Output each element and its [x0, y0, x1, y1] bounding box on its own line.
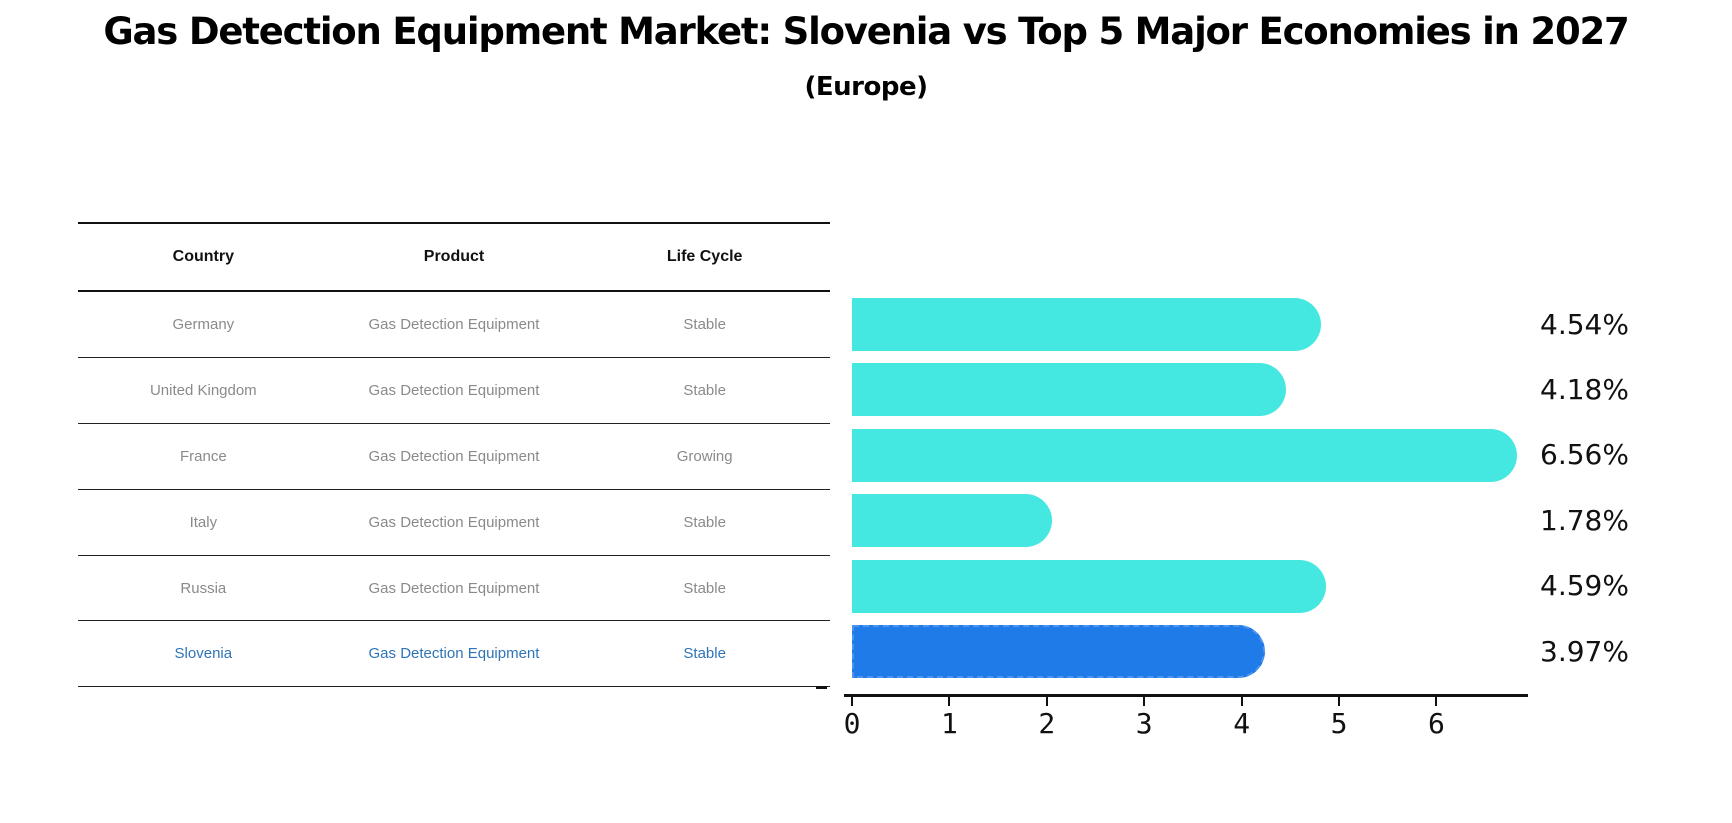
- bar-value-label: 4.18%: [1540, 372, 1629, 406]
- x-axis-line: [844, 694, 1528, 697]
- country-cell: Italy: [189, 513, 218, 531]
- page-title: Gas Detection Equipment Market: Slovenia…: [103, 10, 1629, 53]
- country-cell: Germany: [172, 315, 235, 333]
- product-cell: Gas Detection Equipment: [368, 447, 540, 465]
- life-cycle-cell: Growing: [676, 447, 733, 465]
- table-body: Germany Gas Detection Equipment Stable Unit…: [78, 292, 830, 688]
- life-cycle-cell: Stable: [683, 315, 726, 333]
- table-header-country: Country: [172, 248, 234, 265]
- x-tick-label: 1: [940, 707, 958, 740]
- country-cell: United Kingdom: [149, 381, 257, 399]
- x-tick-label: 0: [843, 707, 861, 740]
- country-cell: Slovenia: [174, 645, 233, 663]
- bar-france: [852, 428, 1518, 482]
- table-header-row: Country Product Life Cycle: [78, 222, 830, 292]
- x-tick-label: 5: [1330, 707, 1348, 740]
- x-tick-label: 2: [1038, 707, 1056, 740]
- country-cell: France: [179, 447, 227, 465]
- country-cell: Russia: [180, 579, 227, 597]
- x-tick-mark: [1240, 696, 1243, 706]
- bar-value-label: 1.78%: [1540, 503, 1629, 537]
- x-tick-label: 6: [1428, 707, 1445, 740]
- product-cell: Gas Detection Equipment: [368, 315, 540, 333]
- bar-chart: 0 1 2 3 4 5 6: [816, 290, 1542, 760]
- x-tick-mark: [1435, 696, 1438, 706]
- x-tick-label: 4: [1233, 707, 1251, 740]
- product-cell: Gas Detection Equipment: [368, 645, 540, 663]
- bar-germany: [852, 298, 1321, 351]
- bar-value-label: 4.59%: [1540, 569, 1629, 603]
- x-tick-label: 3: [1135, 707, 1153, 740]
- page-subtitle: (Europe): [804, 72, 928, 102]
- bar-value-label: 3.97%: [1540, 634, 1629, 668]
- x-tick-mark: [1045, 696, 1048, 706]
- bar-italy: [852, 494, 1052, 548]
- x-tick-mark: [851, 696, 853, 706]
- life-cycle-cell: Stable: [683, 513, 726, 531]
- product-cell: Gas Detection Equipment: [368, 579, 540, 597]
- life-cycle-cell: Stable: [683, 645, 726, 663]
- life-cycle-cell: Stable: [683, 579, 726, 597]
- bar-value-label: 6.56%: [1540, 438, 1629, 472]
- product-cell: Gas Detection Equipment: [368, 381, 540, 399]
- product-cell: Gas Detection Equipment: [368, 513, 540, 531]
- table-row: Italy Gas Detection Equipment Stable: [78, 490, 830, 556]
- bar-slovenia: [852, 625, 1266, 678]
- life-cycle-cell: Stable: [683, 381, 726, 399]
- bar-value-label: 4.54%: [1540, 307, 1629, 341]
- table-header-product: Product: [423, 248, 485, 265]
- x-tick-mark: [1338, 696, 1341, 706]
- table-row: Slovenia Gas Detection Equipment Stable: [78, 621, 830, 688]
- x-tick-mark: [948, 696, 951, 706]
- country-table: Country Product Life Cycle Germany Gas Dete…: [78, 222, 830, 688]
- table-row: France Gas Detection Equipment Growing: [78, 424, 830, 490]
- bar-united-kingdom: [852, 363, 1286, 417]
- axis-left-dash: [816, 686, 827, 689]
- table-header-life-cycle: Life Cycle: [666, 248, 743, 265]
- x-tick-mark: [1143, 696, 1146, 706]
- bar-russia: [852, 559, 1326, 613]
- table-row: Germany Gas Detection Equipment Stable: [78, 292, 830, 358]
- table-row: United Kingdom Gas Detection Equipment Sta…: [78, 358, 830, 424]
- table-row: Russia Gas Detection Equipment Stable: [78, 556, 830, 622]
